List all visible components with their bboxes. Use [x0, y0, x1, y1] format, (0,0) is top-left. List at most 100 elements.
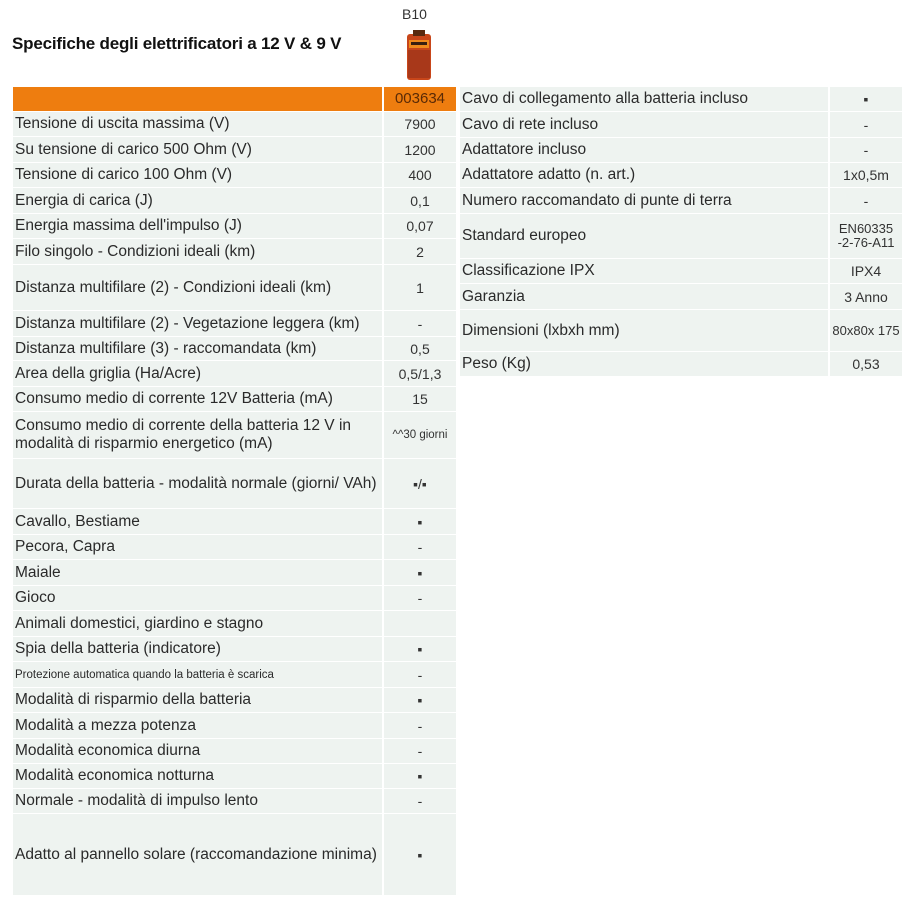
spec-label: Gioco	[13, 586, 382, 610]
table-row: Peso (Kg) 0,53	[460, 352, 902, 376]
spec-label: Dimensioni (lxbxh mm)	[460, 310, 828, 351]
table-row: Gioco -	[13, 586, 456, 610]
spec-label: Energia di carica (J)	[13, 188, 382, 213]
table-row: Cavo di rete incluso -	[460, 112, 902, 137]
table-row: Consumo medio di corrente 12V Batteria (…	[13, 387, 456, 411]
spec-label: Tensione di uscita massima (V)	[13, 112, 382, 136]
spec-label: Classificazione IPX	[460, 259, 828, 283]
spec-label: Filo singolo - Condizioni ideali (km)	[13, 239, 382, 264]
spec-label: Cavallo, Bestiame	[13, 509, 382, 534]
table-row: Adattatore adatto (n. art.) 1x0,5m	[460, 163, 902, 187]
table-row: Distanza multifilare (2) - Condizioni id…	[13, 265, 456, 310]
spec-label: Spia della batteria (indicatore)	[13, 637, 382, 661]
table-row: Spia della batteria (indicatore) ▪	[13, 637, 456, 661]
table-row: Modalità economica notturna ▪	[13, 764, 456, 788]
spec-value: 15	[384, 387, 456, 411]
spec-label: Durata della batteria - modalità normale…	[13, 459, 382, 508]
spec-value: -	[384, 586, 456, 610]
spec-value: ▪	[384, 509, 456, 534]
spec-label: Modalità economica diurna	[13, 739, 382, 763]
table-row: Numero raccomandato di punte di terra -	[460, 188, 902, 213]
spec-value: ▪	[384, 814, 456, 895]
spec-value: 80x80x 175	[830, 310, 902, 351]
spec-label: Protezione automatica quando la batteria…	[13, 662, 382, 687]
spec-value: 0,53	[830, 352, 902, 376]
table-row: Energia massima dell'impulso (J) 0,07	[13, 214, 456, 238]
spec-value: ▪	[384, 764, 456, 788]
table-row: Tensione di uscita massima (V) 7900	[13, 112, 456, 136]
spec-label: Cavo di collegamento alla batteria inclu…	[460, 87, 828, 111]
spec-label: Tensione di carico 100 Ohm (V)	[13, 163, 382, 187]
spec-value: 0,07	[384, 214, 456, 238]
table-row: Pecora, Capra -	[13, 535, 456, 559]
article-number: 003634	[384, 87, 456, 111]
table-row: Maiale ▪	[13, 560, 456, 585]
table-row: Energia di carica (J) 0,1	[13, 188, 456, 213]
table-row: Durata della batteria - modalità normale…	[13, 459, 456, 508]
table-row: Protezione automatica quando la batteria…	[13, 662, 456, 687]
spec-value: -	[384, 739, 456, 763]
spec-label: Consumo medio di corrente della batteria…	[13, 412, 382, 458]
table-row: Adattatore incluso -	[460, 138, 902, 162]
spec-label: Normale - modalità di impulso lento	[13, 789, 382, 813]
table-row: Modalità di risparmio della batteria ▪	[13, 688, 456, 712]
spec-label: Maiale	[13, 560, 382, 585]
table-row: Dimensioni (lxbxh mm) 80x80x 175	[460, 310, 902, 351]
spec-value: ▪	[384, 560, 456, 585]
spec-value: 400	[384, 163, 456, 187]
table-row: Area della griglia (Ha/Acre) 0,5/1,3	[13, 361, 456, 386]
header-label-cell	[13, 87, 382, 111]
spec-label: Modalità di risparmio della batteria	[13, 688, 382, 712]
table-row: Adatto al pannello solare (raccomandazio…	[13, 814, 456, 895]
spec-value: -	[384, 535, 456, 559]
table-row: Modalità economica diurna -	[13, 739, 456, 763]
page-title: Specifiche degli elettrificatori a 12 V …	[12, 34, 342, 53]
table-row: Standard europeo EN60335 -2-76-A11	[460, 214, 902, 258]
spec-label: Garanzia	[460, 284, 828, 309]
spec-label: Energia massima dell'impulso (J)	[13, 214, 382, 238]
spec-value: ▪	[384, 637, 456, 661]
spec-label: Peso (Kg)	[460, 352, 828, 376]
table-row: Tensione di carico 100 Ohm (V) 400	[13, 163, 456, 187]
spec-value: ▪/▪	[384, 459, 456, 508]
spec-value: ▪	[830, 87, 902, 111]
spec-label: Adatto al pannello solare (raccomandazio…	[13, 814, 382, 895]
specs-table-right: Cavo di collegamento alla batteria inclu…	[460, 87, 902, 377]
table-header-row: 003634	[13, 87, 456, 111]
table-row: Cavallo, Bestiame ▪	[13, 509, 456, 534]
spec-value: EN60335 -2-76-A11	[830, 214, 902, 258]
spec-value: 1x0,5m	[830, 163, 902, 187]
table-row: Distanza multifilare (3) - raccomandata …	[13, 337, 456, 360]
specs-table-left: 003634 Tensione di uscita massima (V) 790…	[13, 87, 456, 896]
spec-value: -	[384, 662, 456, 687]
spec-value: -	[830, 188, 902, 213]
table-row: Filo singolo - Condizioni ideali (km) 2	[13, 239, 456, 264]
spec-label: Adattatore adatto (n. art.)	[460, 163, 828, 187]
spec-value: -	[384, 789, 456, 813]
table-row: Modalità a mezza potenza -	[13, 713, 456, 738]
spec-value: 0,1	[384, 188, 456, 213]
spec-value: 0,5	[384, 337, 456, 360]
table-row: Consumo medio di corrente della batteria…	[13, 412, 456, 458]
spec-value: ▪	[384, 688, 456, 712]
spec-value	[384, 611, 456, 636]
spec-label: Cavo di rete incluso	[460, 112, 828, 137]
spec-value: 0,5/1,3	[384, 361, 456, 386]
spec-label: Modalità a mezza potenza	[13, 713, 382, 738]
table-row: Distanza multifilare (2) - Vegetazione l…	[13, 311, 456, 336]
spec-label: Distanza multifilare (2) - Condizioni id…	[13, 265, 382, 310]
spec-label: Pecora, Capra	[13, 535, 382, 559]
table-row: Animali domestici, giardino e stagno	[13, 611, 456, 636]
spec-label: Distanza multifilare (2) - Vegetazione l…	[13, 311, 382, 336]
spec-label: Adattatore incluso	[460, 138, 828, 162]
spec-value: 3 Anno	[830, 284, 902, 309]
spec-label: Consumo medio di corrente 12V Batteria (…	[13, 387, 382, 411]
table-row: Cavo di collegamento alla batteria inclu…	[460, 87, 902, 111]
spec-value: IPX4	[830, 259, 902, 283]
spec-value: -	[830, 112, 902, 137]
table-row: Normale - modalità di impulso lento -	[13, 789, 456, 813]
spec-value: -	[384, 713, 456, 738]
spec-label: Modalità economica notturna	[13, 764, 382, 788]
spec-value: -	[830, 138, 902, 162]
spec-label: Standard europeo	[460, 214, 828, 258]
